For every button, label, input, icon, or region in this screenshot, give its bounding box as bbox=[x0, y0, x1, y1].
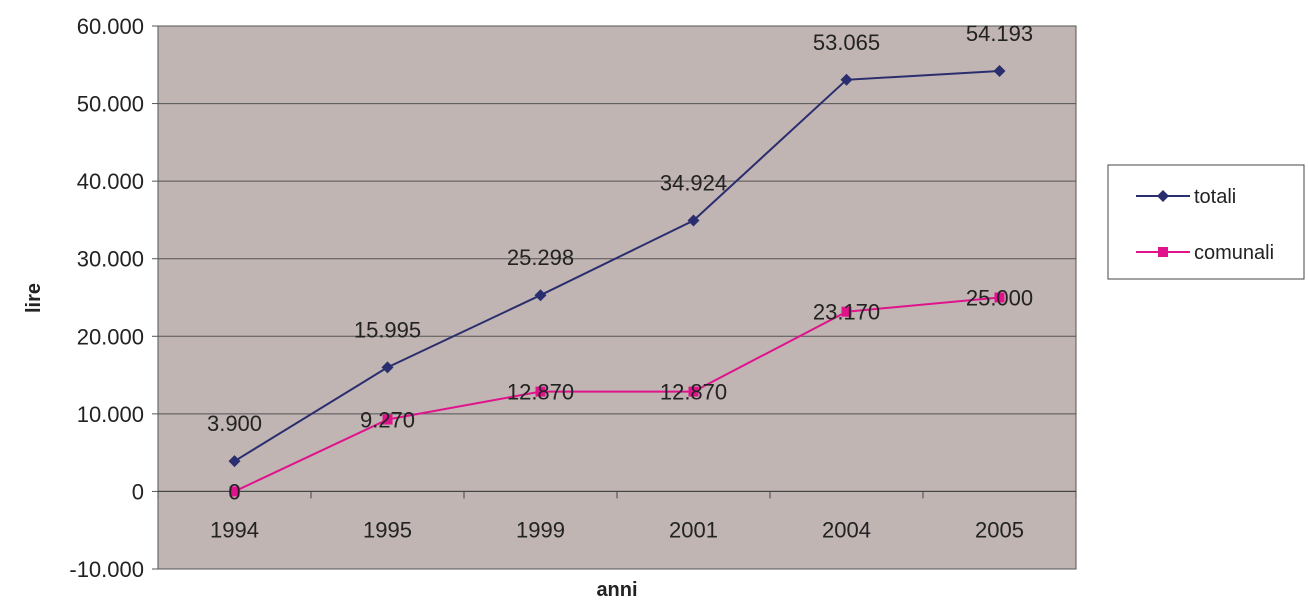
data-label-totali: 53.065 bbox=[813, 30, 880, 55]
y-axis-ticks: -10.000 0 10.000 20.000 30.000 40.000 50.000 60… bbox=[69, 14, 158, 582]
data-point-totali bbox=[381, 361, 394, 374]
x-tick-label: 1995 bbox=[363, 517, 412, 542]
legend-marker-comunali bbox=[1158, 247, 1168, 257]
data-label-totali: 25.298 bbox=[507, 245, 574, 270]
y-tick-label: 30.000 bbox=[77, 247, 144, 272]
data-labels: 3.900 15.995 25.298 34.924 53.065 54.193 0 9.27… bbox=[207, 21, 1033, 504]
y-tick-label: -10.000 bbox=[69, 557, 144, 582]
plot-area bbox=[157, 25, 1077, 570]
y-tick-label: 60.000 bbox=[77, 14, 144, 39]
series-line-totali bbox=[233, 70, 1000, 463]
x-axis-title: anni bbox=[596, 579, 637, 601]
legend-label-totali: totali bbox=[1194, 186, 1236, 208]
data-label-comunali: 12.870 bbox=[660, 380, 727, 405]
data-label-totali: 3.900 bbox=[207, 411, 262, 436]
data-point-comunali bbox=[994, 292, 1005, 303]
legend-items: totali comunali bbox=[1136, 186, 1274, 264]
x-tick-label: 1999 bbox=[516, 517, 565, 542]
x-tick-label: 2005 bbox=[975, 517, 1024, 542]
data-point-comunali bbox=[688, 386, 699, 397]
y-tick-label: 40.000 bbox=[77, 169, 144, 194]
series-line-comunali bbox=[234, 296, 1000, 493]
data-point-totali bbox=[993, 65, 1006, 78]
data-point-comunali bbox=[382, 414, 393, 425]
data-label-comunali: 23.170 bbox=[813, 300, 880, 325]
y-tick-label: 50.000 bbox=[77, 92, 144, 117]
y-tick-label: 10.000 bbox=[77, 402, 144, 427]
data-label-totali: 34.924 bbox=[660, 171, 727, 196]
data-point-comunali bbox=[229, 486, 240, 497]
data-point-comunali bbox=[841, 306, 852, 317]
x-tick-label: 2001 bbox=[669, 517, 718, 542]
data-label-comunali: 12.870 bbox=[507, 380, 574, 405]
data-point-totali bbox=[534, 289, 547, 302]
legend-box bbox=[1107, 164, 1305, 280]
x-axis: 1994 1995 1999 2001 2004 2005 bbox=[157, 490, 1077, 542]
data-label-totali: 54.193 bbox=[966, 21, 1033, 46]
y-tick-label: 0 bbox=[132, 479, 144, 504]
series-lines bbox=[228, 65, 1006, 497]
y-axis-title: lire bbox=[23, 283, 45, 313]
data-label-totali: 15.995 bbox=[354, 317, 421, 342]
data-point-totali bbox=[228, 455, 241, 468]
legend: totali comunali bbox=[1107, 164, 1305, 280]
x-tick-label: 2004 bbox=[822, 517, 871, 542]
data-label-comunali: 9.270 bbox=[360, 408, 415, 433]
data-point-totali bbox=[687, 214, 700, 227]
legend-marker-totali bbox=[1157, 190, 1169, 202]
data-label-comunali: 0 bbox=[228, 479, 240, 504]
data-point-comunali bbox=[535, 386, 546, 397]
data-point-totali bbox=[840, 73, 853, 86]
data-label-comunali: 25.000 bbox=[966, 286, 1033, 311]
legend-label-comunali: comunali bbox=[1194, 242, 1274, 264]
y-tick-label: 20.000 bbox=[77, 324, 144, 349]
x-tick-label: 1994 bbox=[210, 517, 259, 542]
